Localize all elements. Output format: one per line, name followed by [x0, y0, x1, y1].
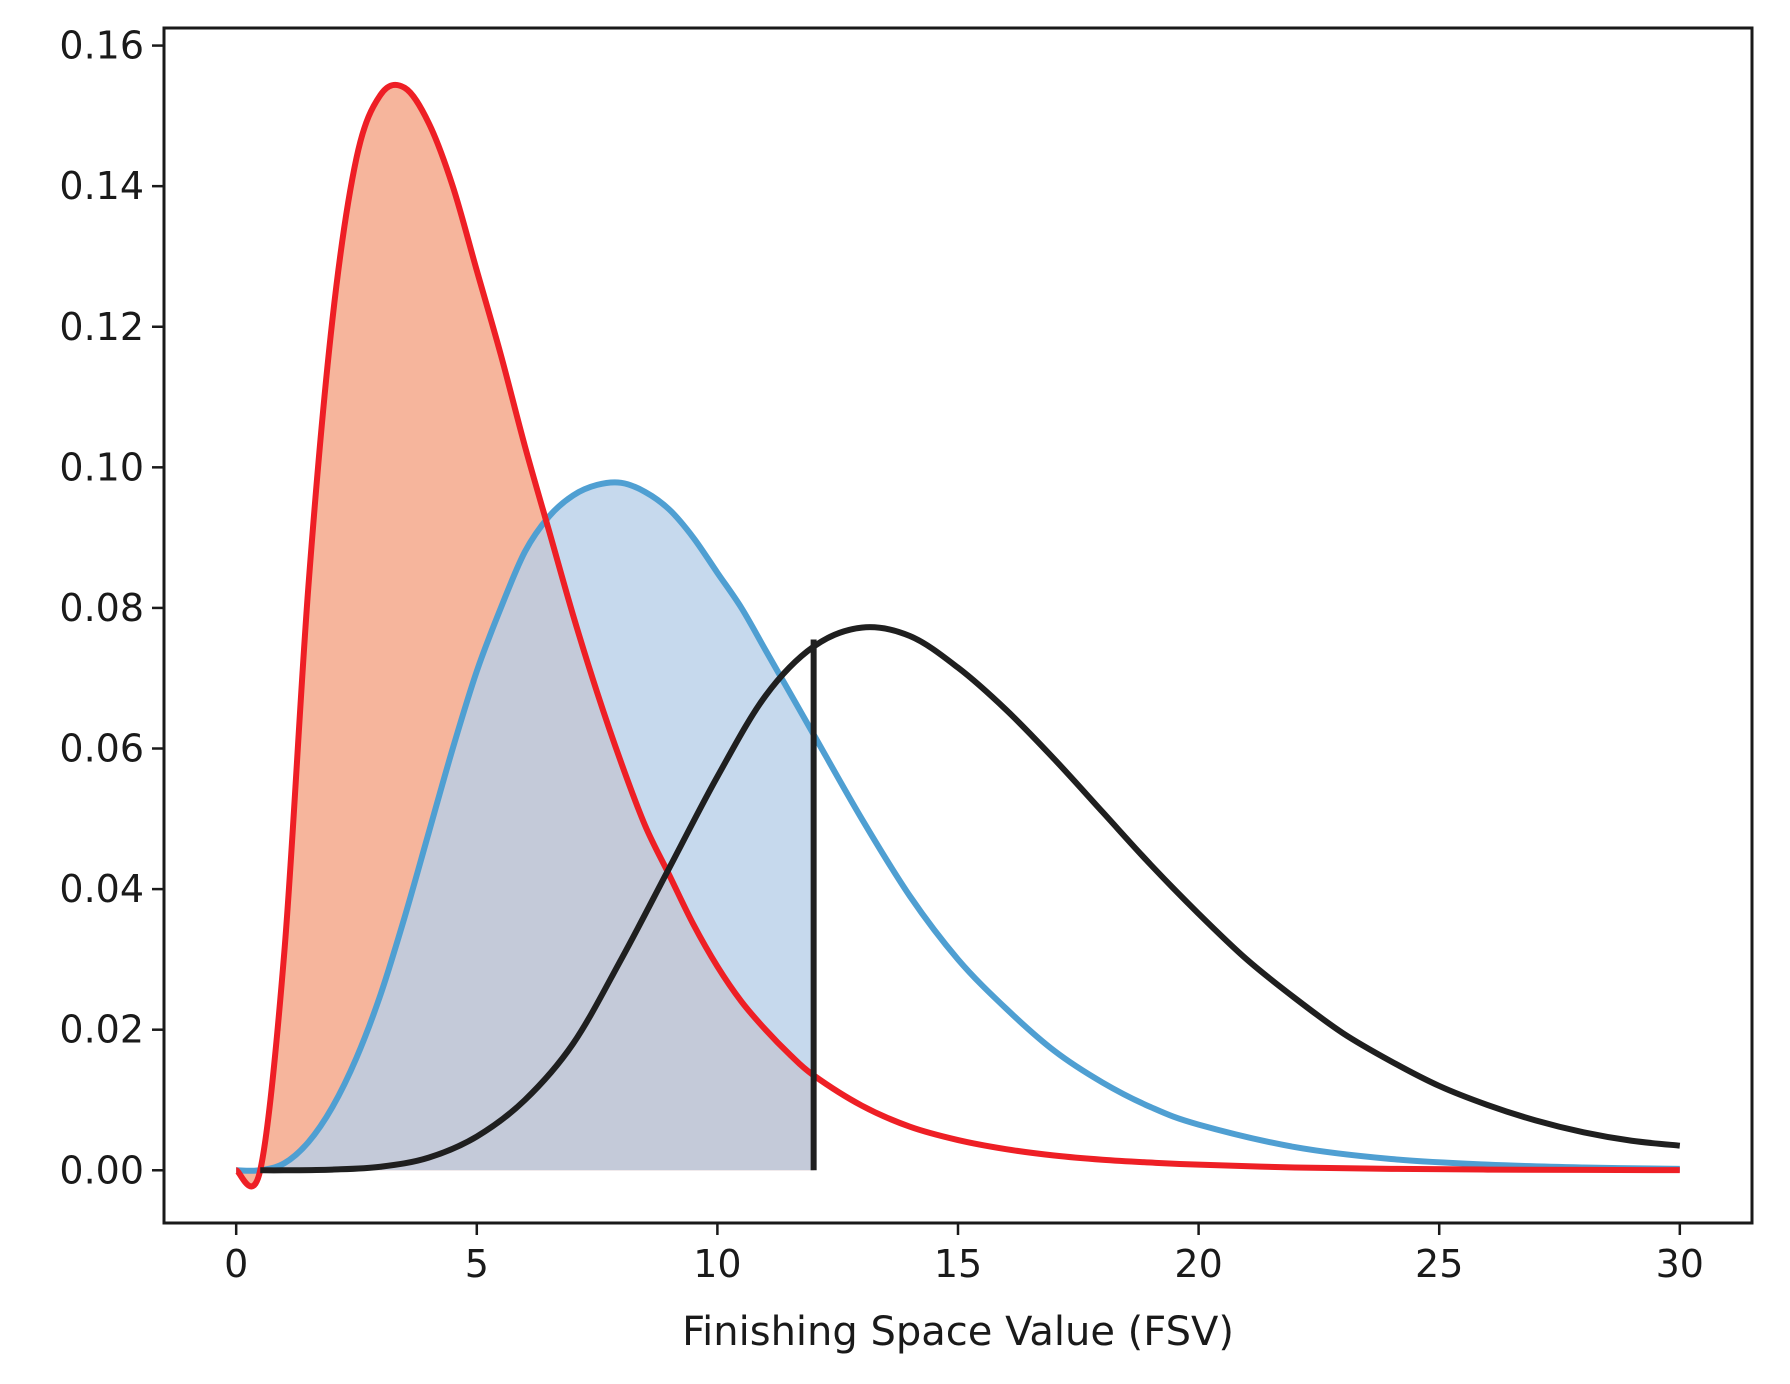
blue-curve-line [236, 479, 1680, 1174]
y-tick-label: 0.00 [59, 1148, 144, 1192]
x-axis-label: Finishing Space Value (FSV) [682, 1309, 1234, 1355]
y-tick-label: 0.02 [59, 1008, 144, 1052]
y-tick-label: 0.14 [59, 164, 144, 208]
y-tick-label: 0.08 [59, 586, 144, 630]
x-tick-label: 5 [465, 1242, 489, 1286]
x-tick-label: 25 [1415, 1242, 1463, 1286]
y-tick-label: 0.16 [59, 24, 144, 68]
red-curve-line [234, 81, 1680, 1190]
x-tick-label: 30 [1656, 1242, 1704, 1286]
y-tick-label: 0.10 [59, 445, 144, 489]
x-tick-label: 0 [224, 1242, 248, 1286]
x-tick-label: 10 [693, 1242, 741, 1286]
x-tick-label: 20 [1174, 1242, 1222, 1286]
series-layer [234, 81, 1681, 1190]
y-axis-ticks: 0.00 0.02 0.04 0.06 0.08 0.10 0.12 0.14 0.16 [59, 24, 164, 1192]
black-curve-line [260, 624, 1681, 1174]
y-tick-label: 0.06 [59, 727, 144, 771]
x-tick-label: 15 [934, 1242, 982, 1286]
y-tick-label: 0.12 [59, 305, 144, 349]
y-tick-label: 0.04 [59, 867, 144, 911]
x-axis-ticks: 0 5 10 15 20 25 30 [224, 1223, 1704, 1286]
